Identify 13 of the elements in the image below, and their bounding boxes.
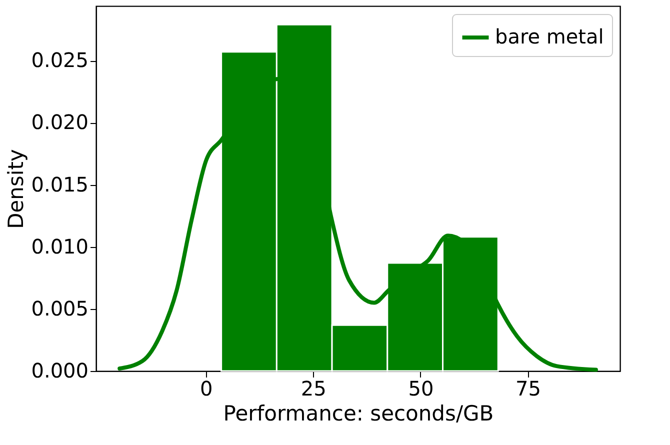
y-tick-label: 0.020	[31, 110, 88, 134]
y-tick-label: 0.015	[31, 172, 88, 196]
y-tick-label: 0.005	[31, 296, 88, 320]
y-tick-label: 0.000	[31, 358, 88, 382]
x-tick-label: 75	[516, 376, 541, 400]
legend-label: bare metal	[495, 24, 604, 48]
x-tick-label: 25	[300, 376, 326, 400]
x-tick-label: 0	[200, 376, 213, 400]
x-tick-label: 50	[408, 376, 434, 400]
y-tick-label: 0.025	[31, 48, 88, 72]
x-axis-title: Performance: seconds/GB	[223, 402, 494, 426]
y-tick-label: 0.010	[31, 234, 88, 258]
y-axis-title: Density	[4, 149, 28, 229]
